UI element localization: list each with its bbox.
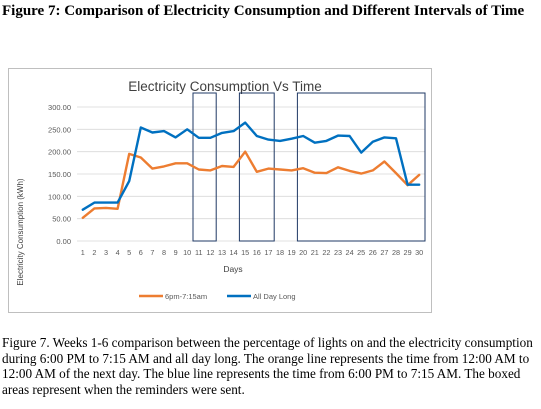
x-tick-label: 7 (150, 248, 154, 257)
chart-container: Electricity Consumption Vs Time 0.00 50.0… (8, 68, 432, 313)
x-tick-label: 26 (369, 248, 377, 257)
x-axis-label: Days (223, 264, 242, 274)
series-line-all-day (81, 121, 421, 211)
series-line-night (81, 150, 421, 220)
x-tick-label: 29 (404, 248, 412, 257)
x-tick-label: 23 (334, 248, 342, 257)
line-chart: Electricity Consumption Vs Time 0.0050.0… (16, 79, 426, 301)
x-tick-label: 8 (162, 248, 166, 257)
reminder-highlight-box (296, 92, 426, 242)
x-tick-label: 24 (346, 248, 354, 257)
y-axis-tick-labels: 0.00 50.00 100.00 150.00 200.00 250.00 300.00 (48, 103, 71, 246)
legend: 6pm-7:15am All Day Long (139, 292, 296, 301)
x-tick-label: 28 (392, 248, 400, 257)
x-tick-label: 30 (415, 248, 423, 257)
x-tick-label: 14 (230, 248, 238, 257)
y-tick-label: 50.00 (52, 215, 71, 224)
chart-title: Electricity Consumption Vs Time (128, 79, 322, 94)
highlight-boxes (192, 92, 426, 242)
y-tick-label: 150.00 (48, 170, 71, 179)
y-tick-label: 0.00 (56, 237, 71, 246)
x-tick-label: 3 (104, 248, 108, 257)
reminder-highlight-box (238, 92, 275, 242)
x-tick-label: 13 (218, 248, 226, 257)
x-tick-label: 16 (253, 248, 261, 257)
x-axis-tick-labels: 1 2 3 4 5 6 7 8 9 10 11 12 13 14 15 16 17 18 19 20 21 22 23 24 2… (81, 248, 423, 257)
x-tick-label: 11 (195, 248, 203, 257)
x-tick-label: 9 (174, 248, 178, 257)
x-tick-label: 17 (264, 248, 272, 257)
x-tick-label: 12 (206, 248, 214, 257)
series-lines (81, 121, 421, 220)
x-tick-label: 4 (116, 248, 120, 257)
x-tick-label: 1 (81, 248, 85, 257)
x-tick-label: 25 (357, 248, 365, 257)
y-tick-label: 100.00 (48, 192, 71, 201)
x-tick-label: 20 (299, 248, 307, 257)
legend-label: 6pm-7:15am (165, 292, 207, 301)
x-tick-label: 18 (276, 248, 284, 257)
x-tick-label: 10 (183, 248, 191, 257)
x-tick-label: 21 (311, 248, 319, 257)
x-tick-label: 27 (380, 248, 388, 257)
x-tick-label: 2 (92, 248, 96, 257)
x-tick-label: 22 (322, 248, 330, 257)
grid-lines (77, 106, 425, 242)
y-tick-label: 200.00 (48, 148, 71, 157)
figure-title: Figure 7: Comparison of Electricity Cons… (2, 3, 525, 19)
y-tick-label: 300.00 (48, 103, 71, 112)
figure-caption: Figure 7. Weeks 1-6 comparison between t… (2, 335, 533, 397)
y-tick-label: 250.00 (48, 125, 71, 134)
x-tick-label: 5 (127, 248, 131, 257)
x-tick-label: 15 (241, 248, 249, 257)
legend-label: All Day Long (253, 292, 296, 301)
x-tick-label: 6 (139, 248, 143, 257)
x-tick-label: 19 (288, 248, 296, 257)
y-axis-label: Electricity Consumption (kWh) (16, 178, 25, 285)
